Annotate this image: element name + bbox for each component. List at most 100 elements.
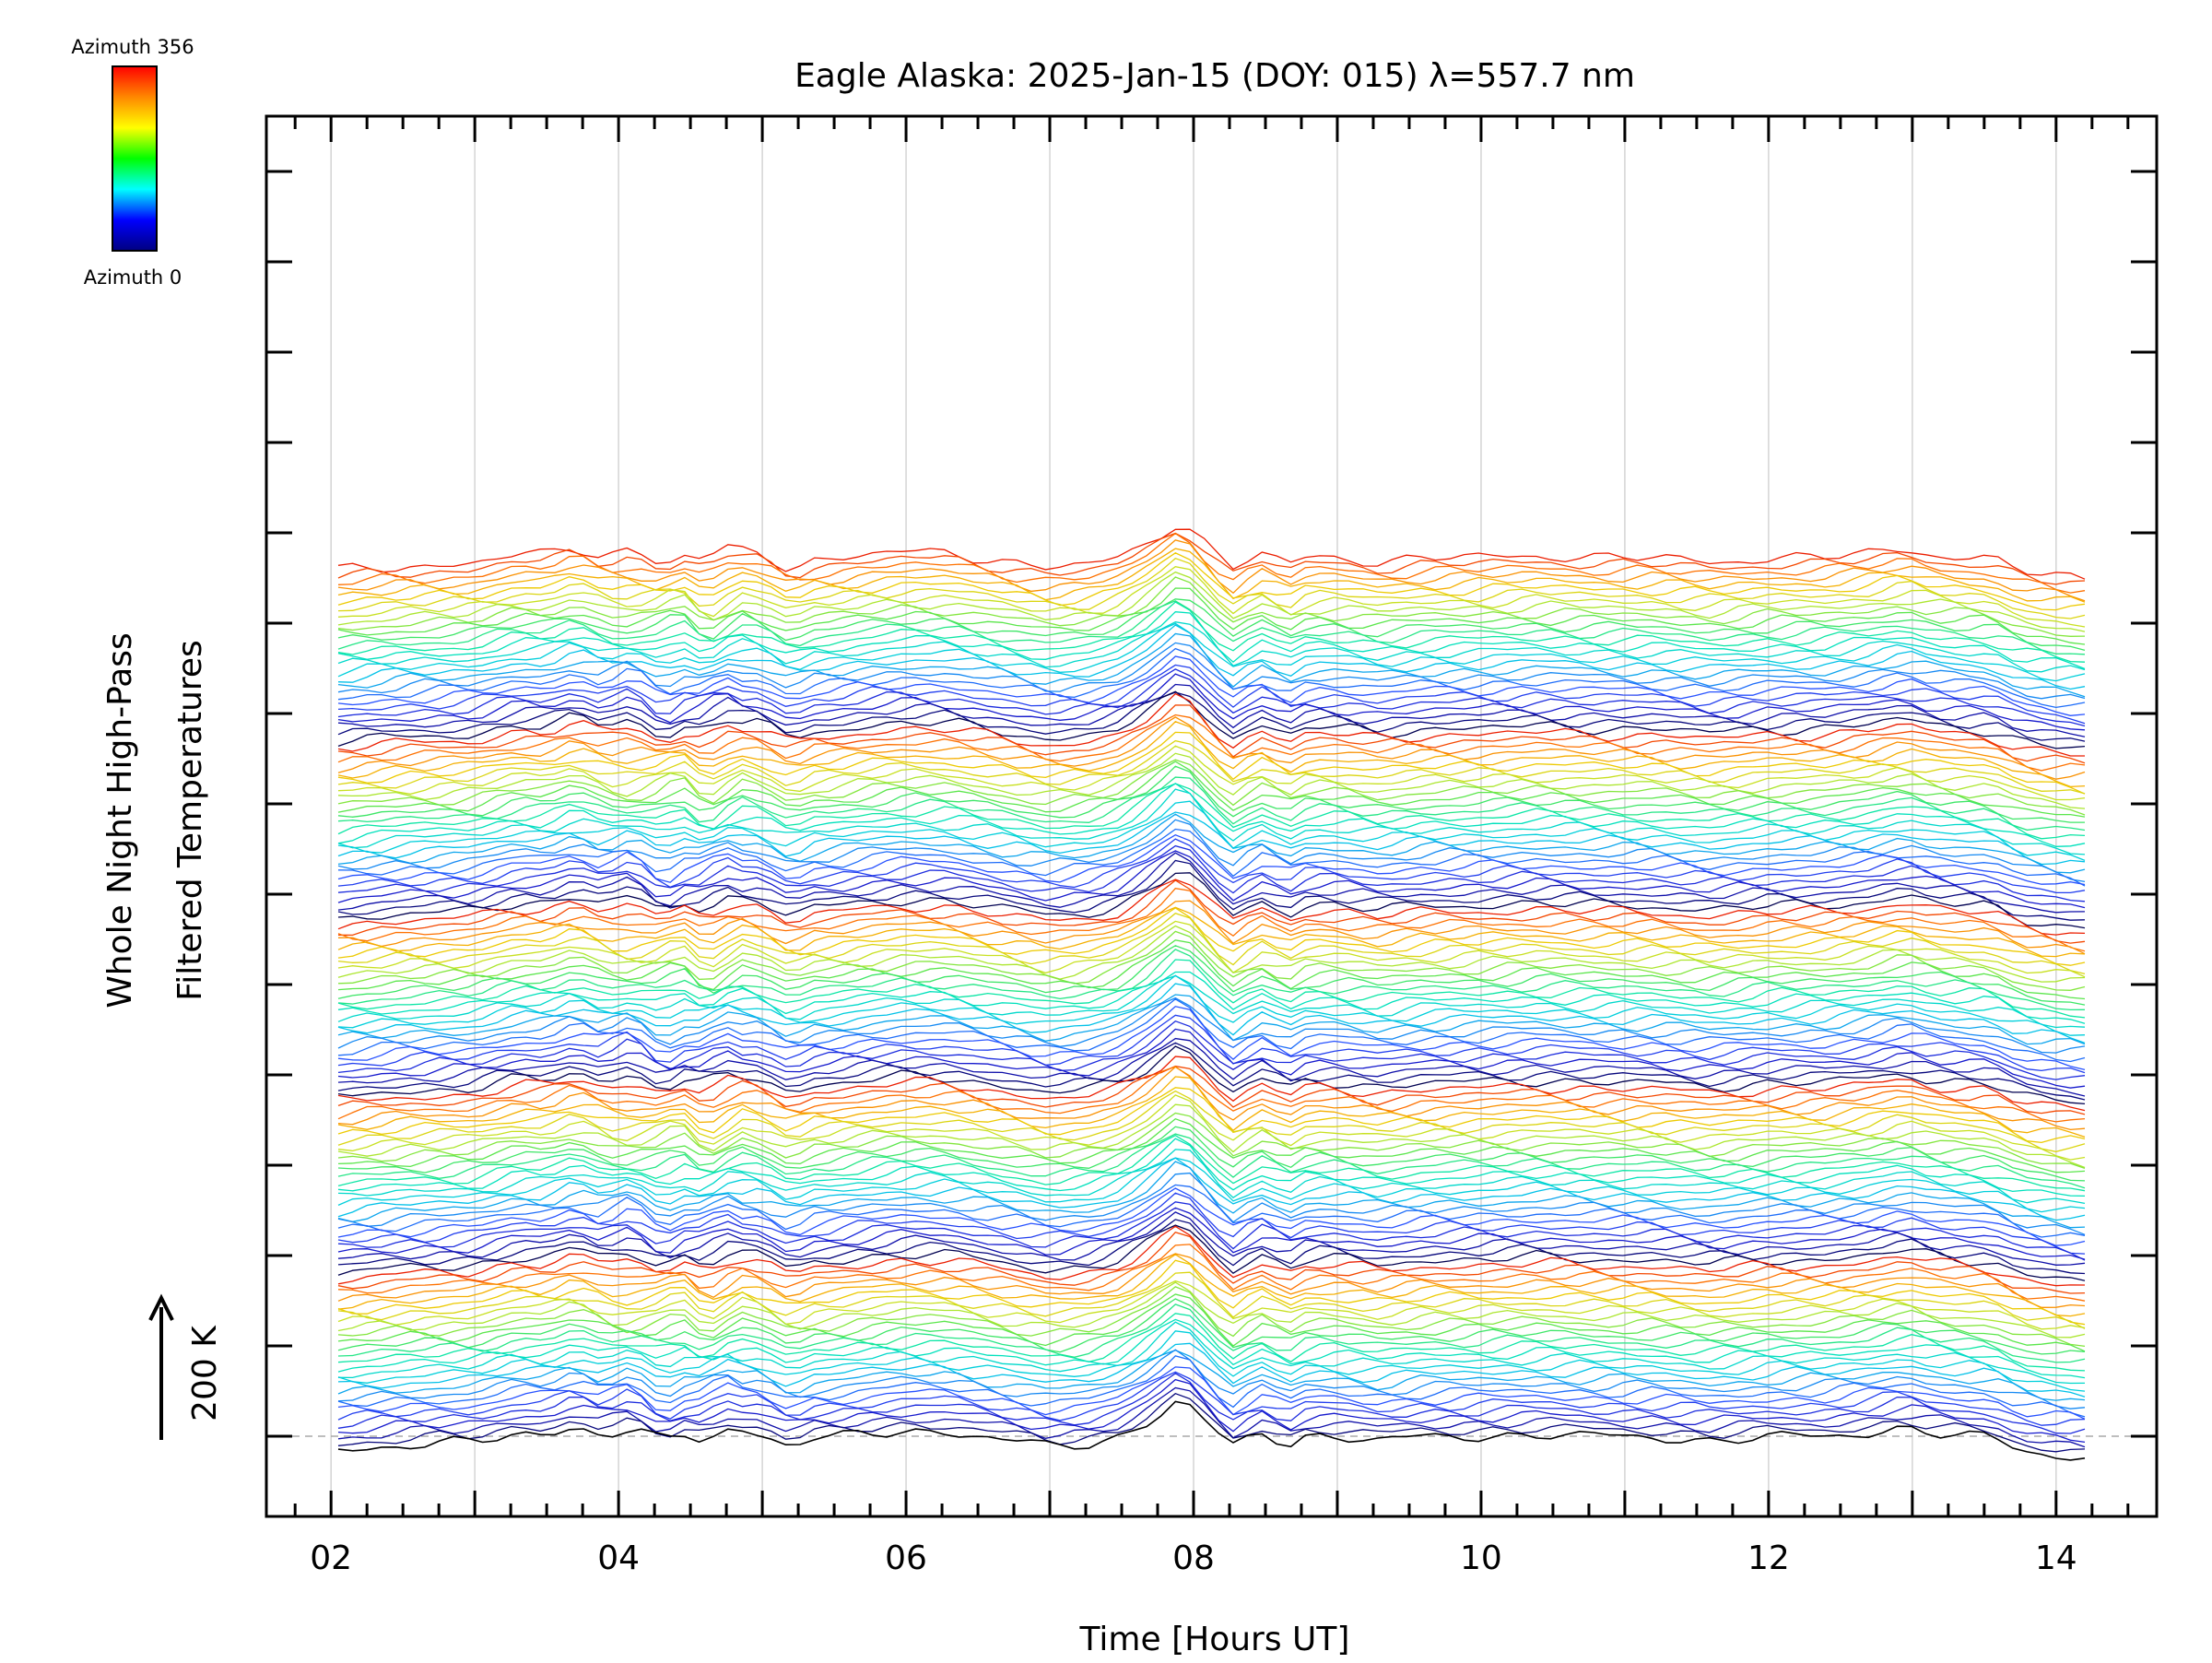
x-tick-label: 02	[310, 1539, 352, 1577]
azimuth-trace	[337, 1318, 2086, 1379]
azimuth-trace	[337, 1321, 2086, 1385]
azimuth-trace	[337, 906, 2086, 958]
azimuth-trace	[337, 811, 2086, 866]
azimuth-trace	[337, 668, 2086, 727]
azimuth-trace	[337, 716, 2086, 780]
azimuth-trace	[337, 721, 2086, 788]
azimuth-trace	[337, 900, 2086, 955]
azimuth-trace	[337, 621, 2086, 673]
x-tick-label: 14	[2035, 1539, 2077, 1577]
azimuth-trace	[337, 714, 2086, 772]
azimuth-trace	[337, 571, 2086, 632]
azimuth-trace	[337, 1014, 2086, 1074]
azimuth-trace	[337, 1103, 2086, 1169]
chart-title: Eagle Alaska: 2025-Jan-15 (DOY: 015) λ=5…	[794, 57, 1635, 95]
azimuth-trace	[337, 1157, 2086, 1221]
azimuth-trace	[337, 783, 2086, 847]
azimuth-trace	[337, 1056, 2086, 1112]
azimuth-trace	[337, 600, 2086, 655]
azimuth-trace	[337, 1244, 2086, 1302]
scale-label: 200 K	[186, 1325, 224, 1421]
x-tick-label: 10	[1460, 1539, 1502, 1577]
y-axis-label-line2: Filtered Temperatures	[171, 640, 209, 1001]
colorbar	[112, 65, 158, 252]
azimuth-trace	[337, 557, 2086, 619]
colorbar-top-label: Azimuth 356	[71, 36, 194, 58]
azimuth-trace	[337, 1281, 2086, 1339]
azimuth-trace	[337, 1149, 2086, 1205]
azimuth-trace	[337, 852, 2086, 914]
azimuth-trace	[337, 994, 2086, 1045]
azimuth-trace	[337, 598, 2086, 652]
azimuth-trace	[337, 907, 2086, 966]
azimuth-trace	[337, 1020, 2086, 1080]
scale-indicator: 200 K	[148, 1293, 224, 1440]
azimuth-trace	[337, 532, 2086, 594]
azimuth-trace	[337, 974, 2086, 1036]
azimuth-trace	[337, 833, 2086, 886]
azimuth-trace	[337, 552, 2086, 611]
azimuth-trace	[337, 1138, 2086, 1197]
trace-lines	[337, 528, 2086, 1461]
azimuth-trace	[337, 704, 2086, 764]
y-axis-label-line1: Whole Night High-Pass	[101, 632, 139, 1008]
azimuth-trace	[337, 939, 2086, 1000]
azimuth-trace	[337, 655, 2086, 716]
azimuth-trace	[337, 566, 2086, 628]
azimuth-trace	[337, 642, 2086, 700]
azimuth-trace	[337, 576, 2086, 637]
azimuth-trace	[337, 1330, 2086, 1392]
azimuth-trace	[337, 601, 2086, 663]
azimuth-trace	[337, 1253, 2086, 1308]
azimuth-trace	[337, 1192, 2086, 1255]
x-tick-label: 12	[1747, 1539, 1790, 1577]
azimuth-trace	[337, 759, 2086, 816]
azimuth-trace	[337, 1201, 2086, 1261]
azimuth-trace	[337, 622, 2086, 682]
azimuth-trace	[337, 691, 2086, 742]
azimuth-trace	[337, 1087, 2086, 1144]
azimuth-trace	[337, 971, 2086, 1024]
azimuth-trace	[337, 997, 2086, 1054]
azimuth-trace	[337, 998, 2086, 1063]
azimuth-trace	[337, 800, 2086, 862]
azimuth-trace	[337, 1313, 2086, 1372]
azimuth-trace	[337, 1076, 2086, 1138]
azimuth-trace	[337, 1172, 2086, 1235]
azimuth-trace	[337, 1134, 2086, 1192]
azimuth-trace	[337, 532, 2086, 585]
colorbar-legend: Azimuth 356 Azimuth 0	[71, 36, 194, 289]
azimuth-trace	[337, 1037, 2086, 1097]
azimuth-trace	[337, 1366, 2086, 1420]
azimuth-trace	[337, 1219, 2086, 1275]
azimuth-trace	[337, 949, 2086, 1011]
azimuth-trace	[337, 1045, 2086, 1105]
x-tick-label: 04	[597, 1539, 640, 1577]
x-tick-label: 06	[885, 1539, 927, 1577]
azimuth-trace	[337, 587, 2086, 645]
azimuth-trace	[337, 1211, 2086, 1266]
azimuth-trace	[337, 745, 2086, 801]
azimuth-trace	[337, 1303, 2086, 1363]
axes	[265, 114, 2159, 1518]
azimuth-trace	[337, 1298, 2086, 1355]
azimuth-trace	[337, 1392, 2086, 1453]
azimuth-trace	[337, 1117, 2086, 1174]
azimuth-trace	[337, 1133, 2086, 1189]
azimuth-trace	[337, 765, 2085, 823]
azimuth-trace	[337, 959, 2086, 1019]
azimuth-trace	[337, 673, 2086, 731]
azimuth-trace	[337, 1259, 2086, 1326]
azimuth-trace	[337, 1184, 2086, 1238]
azimuth-trace	[337, 683, 2086, 737]
azimuth-trace	[337, 1371, 2086, 1426]
azimuth-trace	[337, 1042, 2086, 1101]
azimuth-trace	[337, 624, 2086, 690]
azimuth-trace	[337, 539, 2086, 602]
azimuth-trace	[337, 1342, 2086, 1398]
azimuth-trace	[337, 850, 2086, 909]
azimuth-trace	[337, 776, 2086, 832]
azimuth-trace	[337, 528, 2086, 580]
